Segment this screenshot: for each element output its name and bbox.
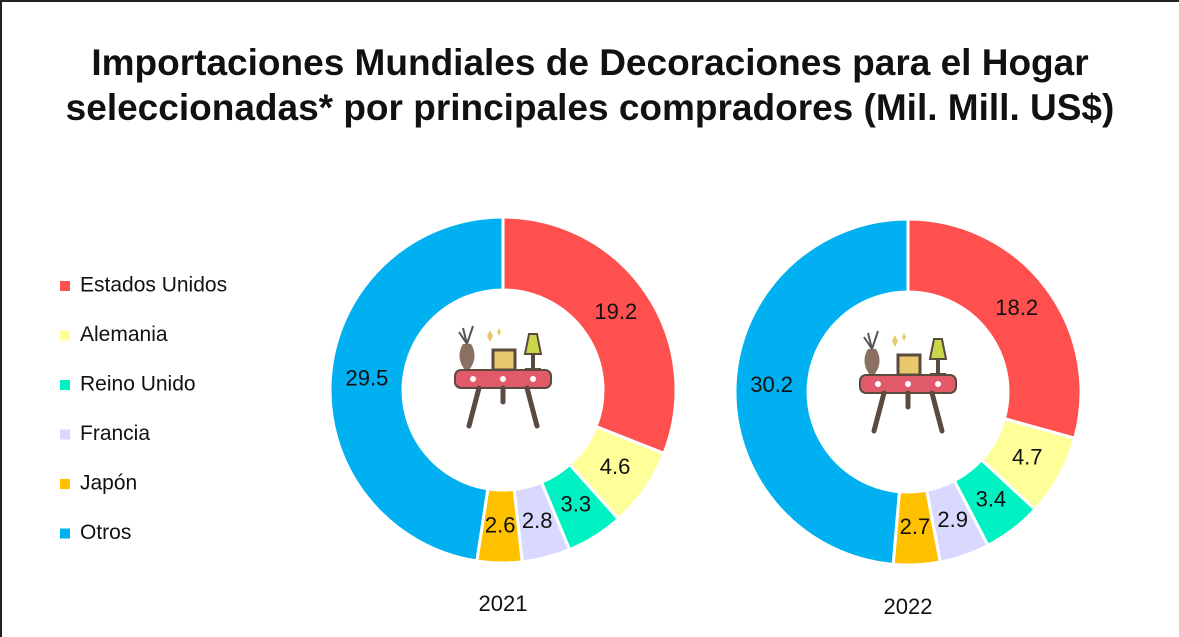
donut-slice (501, 215, 678, 456)
legend-label: Estados Unidos (80, 274, 227, 297)
legend-swatch (60, 479, 70, 489)
legend-swatch (60, 330, 70, 341)
legend-label: Francia (80, 422, 150, 445)
chart-title: Importaciones Mundiales de Decoraciones … (65, 42, 1115, 128)
data-label: 2.6 (485, 512, 516, 537)
data-label: 3.3 (560, 491, 591, 516)
legend-label: Japón (80, 472, 137, 495)
decor-icon (455, 326, 551, 426)
donut-slice (906, 217, 1083, 441)
data-label: 2.9 (937, 507, 968, 532)
data-label: 29.5 (345, 365, 388, 390)
legend-label: Alemania (80, 323, 168, 346)
data-label: 3.4 (976, 486, 1007, 511)
data-label: 18.2 (995, 295, 1038, 320)
data-label: 30.2 (750, 372, 793, 397)
legend-swatch (60, 528, 70, 539)
data-label: 4.7 (1012, 444, 1043, 469)
series-label: 2021 (479, 591, 528, 616)
donut-slice (733, 217, 910, 566)
data-label: 4.6 (600, 454, 631, 479)
legend-swatch (60, 429, 70, 440)
data-label: 2.8 (522, 508, 553, 533)
decor-icon (860, 331, 956, 431)
legend-label: Otros (80, 521, 131, 544)
donut-slice (328, 215, 505, 563)
legend-label: Reino Unido (80, 373, 196, 396)
data-label: 2.7 (900, 514, 931, 539)
legend-swatch (60, 281, 70, 291)
data-label: 19.2 (594, 299, 637, 324)
series-label: 2022 (884, 594, 933, 619)
legend-swatch (60, 380, 70, 390)
